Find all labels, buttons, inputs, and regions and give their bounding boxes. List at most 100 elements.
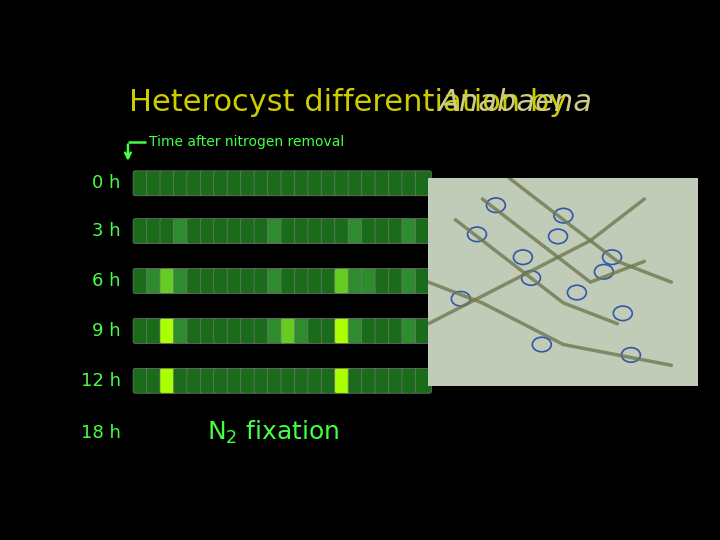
FancyBboxPatch shape [187,219,203,244]
FancyBboxPatch shape [240,268,256,294]
FancyBboxPatch shape [415,319,431,343]
FancyBboxPatch shape [174,171,189,196]
FancyBboxPatch shape [389,268,405,294]
FancyBboxPatch shape [348,268,364,294]
FancyBboxPatch shape [174,319,189,343]
FancyBboxPatch shape [147,219,163,244]
FancyBboxPatch shape [200,319,216,343]
FancyBboxPatch shape [240,319,256,343]
FancyBboxPatch shape [254,219,270,244]
FancyBboxPatch shape [187,171,203,196]
FancyBboxPatch shape [160,171,176,196]
FancyBboxPatch shape [133,268,149,294]
FancyBboxPatch shape [147,171,163,196]
FancyBboxPatch shape [348,171,364,196]
FancyBboxPatch shape [335,268,351,294]
FancyBboxPatch shape [133,368,149,393]
FancyBboxPatch shape [240,171,256,196]
Text: 12 h: 12 h [81,372,121,390]
FancyBboxPatch shape [375,219,391,244]
FancyBboxPatch shape [228,368,243,393]
FancyBboxPatch shape [228,219,243,244]
FancyBboxPatch shape [375,368,391,393]
FancyBboxPatch shape [415,171,431,196]
FancyBboxPatch shape [200,219,216,244]
Text: 9 h: 9 h [92,322,121,340]
FancyBboxPatch shape [335,368,351,393]
FancyBboxPatch shape [335,171,351,196]
FancyBboxPatch shape [402,171,418,196]
FancyBboxPatch shape [335,219,351,244]
FancyBboxPatch shape [228,268,243,294]
FancyBboxPatch shape [254,268,270,294]
FancyBboxPatch shape [321,268,337,294]
FancyBboxPatch shape [294,219,310,244]
FancyBboxPatch shape [240,219,256,244]
FancyBboxPatch shape [415,219,431,244]
FancyBboxPatch shape [389,319,405,343]
FancyBboxPatch shape [281,171,297,196]
FancyBboxPatch shape [174,368,189,393]
FancyBboxPatch shape [187,268,203,294]
FancyBboxPatch shape [160,368,176,393]
FancyBboxPatch shape [214,268,230,294]
FancyBboxPatch shape [268,268,284,294]
FancyBboxPatch shape [200,268,216,294]
FancyBboxPatch shape [133,219,149,244]
FancyBboxPatch shape [174,268,189,294]
FancyBboxPatch shape [147,268,163,294]
FancyBboxPatch shape [133,171,149,196]
FancyBboxPatch shape [308,268,324,294]
FancyBboxPatch shape [402,368,418,393]
FancyBboxPatch shape [348,368,364,393]
FancyBboxPatch shape [214,368,230,393]
Text: 6 h: 6 h [92,272,121,290]
FancyBboxPatch shape [160,319,176,343]
FancyBboxPatch shape [308,368,324,393]
FancyBboxPatch shape [308,219,324,244]
FancyBboxPatch shape [281,219,297,244]
FancyBboxPatch shape [361,219,377,244]
FancyBboxPatch shape [200,171,216,196]
FancyBboxPatch shape [361,368,377,393]
FancyBboxPatch shape [389,368,405,393]
FancyBboxPatch shape [160,219,176,244]
Text: 18 h: 18 h [81,424,121,442]
FancyBboxPatch shape [375,268,391,294]
FancyBboxPatch shape [402,219,418,244]
FancyBboxPatch shape [348,319,364,343]
FancyBboxPatch shape [214,219,230,244]
FancyBboxPatch shape [133,319,149,343]
FancyBboxPatch shape [308,319,324,343]
FancyBboxPatch shape [228,319,243,343]
FancyBboxPatch shape [321,171,337,196]
FancyBboxPatch shape [294,319,310,343]
FancyBboxPatch shape [281,368,297,393]
FancyBboxPatch shape [268,219,284,244]
FancyBboxPatch shape [268,368,284,393]
FancyBboxPatch shape [254,319,270,343]
FancyBboxPatch shape [294,368,310,393]
FancyBboxPatch shape [389,171,405,196]
FancyBboxPatch shape [308,171,324,196]
FancyBboxPatch shape [321,368,337,393]
FancyBboxPatch shape [402,268,418,294]
Text: Anabaena: Anabaena [438,87,593,117]
FancyBboxPatch shape [415,368,431,393]
FancyBboxPatch shape [214,319,230,343]
Text: 0 h: 0 h [92,174,121,192]
FancyBboxPatch shape [254,171,270,196]
FancyBboxPatch shape [361,171,377,196]
FancyBboxPatch shape [321,319,337,343]
FancyBboxPatch shape [147,368,163,393]
FancyBboxPatch shape [294,268,310,294]
FancyBboxPatch shape [361,268,377,294]
FancyBboxPatch shape [294,171,310,196]
FancyBboxPatch shape [187,319,203,343]
Text: Time after nitrogen removal: Time after nitrogen removal [149,134,344,149]
FancyBboxPatch shape [361,319,377,343]
FancyBboxPatch shape [200,368,216,393]
FancyBboxPatch shape [240,368,256,393]
FancyBboxPatch shape [335,319,351,343]
FancyBboxPatch shape [281,319,297,343]
